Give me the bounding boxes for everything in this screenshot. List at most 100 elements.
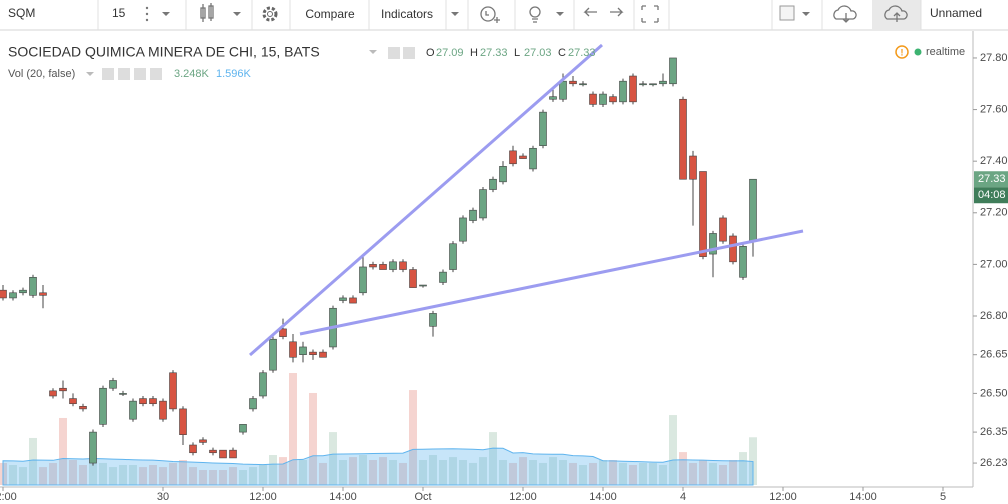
candle-body xyxy=(399,261,407,270)
volume-bar xyxy=(379,457,387,485)
countdown-badge xyxy=(974,187,1008,204)
interval-menu[interactable] xyxy=(145,6,149,22)
x-tick-label: 4 xyxy=(680,491,686,503)
legend-ohlc-value: 27.03 xyxy=(524,47,552,59)
volume-bar xyxy=(159,467,167,485)
volume-bar xyxy=(249,467,257,485)
volume-bar xyxy=(139,467,147,485)
chart-style-button[interactable] xyxy=(200,3,214,22)
legend-ohlc-key: C xyxy=(558,47,566,59)
candle-body xyxy=(189,444,197,454)
volume-bar xyxy=(519,457,527,485)
warning-mark: ! xyxy=(901,47,904,57)
legend-ohlc-key: H xyxy=(470,47,478,59)
candle-body xyxy=(349,297,357,304)
candle-body xyxy=(19,289,27,294)
volume-bar xyxy=(359,455,367,485)
volume-bar xyxy=(499,460,507,485)
volume-bar xyxy=(329,432,337,485)
candle-body xyxy=(39,292,47,296)
chart-title: SOCIEDAD QUIMICA MINERA DE CHI, 15, BATS xyxy=(8,44,320,60)
candle-body xyxy=(469,209,477,221)
legend-ohlc-value: 27.33 xyxy=(480,47,508,59)
volume-bar xyxy=(429,455,437,485)
dropdown-arrow[interactable] xyxy=(802,12,810,16)
volume-bar xyxy=(469,462,477,485)
legend-button[interactable] xyxy=(134,68,146,80)
fullscreen-button[interactable] xyxy=(641,5,659,23)
volume-bar xyxy=(389,460,397,485)
alert-button[interactable] xyxy=(480,6,500,23)
y-tick-label: 26.65 xyxy=(980,349,1008,361)
indicators-button[interactable]: Indicators xyxy=(381,7,433,21)
warning-icon[interactable] xyxy=(895,45,909,59)
candle-body xyxy=(0,289,7,299)
color-button[interactable] xyxy=(779,5,795,21)
volume-bar xyxy=(179,460,187,485)
volume-bar xyxy=(369,460,377,485)
volume-bar xyxy=(699,460,707,485)
legend-ohlc-value: 27.33 xyxy=(568,47,596,59)
x-tick-label: 14:00 xyxy=(849,491,877,503)
y-tick-label: 27.00 xyxy=(980,258,1008,270)
candle-body xyxy=(509,150,517,165)
candle-body xyxy=(599,93,607,105)
dropdown-arrow[interactable] xyxy=(162,12,170,16)
dropdown-arrow[interactable] xyxy=(451,12,459,16)
legend-button[interactable] xyxy=(118,68,130,80)
legend-button[interactable] xyxy=(403,47,415,59)
volume-bar xyxy=(59,417,67,485)
candle-body xyxy=(59,387,67,392)
volume-bar xyxy=(149,465,157,485)
volume-ma-value: 1.596K xyxy=(216,68,252,80)
volume-bar xyxy=(399,462,407,485)
volume-bar xyxy=(99,462,107,485)
y-tick-label: 26.23 xyxy=(980,457,1008,469)
candle-body xyxy=(109,380,117,389)
dropdown-arrow[interactable] xyxy=(556,12,564,16)
x-tick-label: 12:00 xyxy=(509,491,537,503)
candle-body xyxy=(179,408,187,435)
legend-button[interactable] xyxy=(102,68,114,80)
legend-button[interactable] xyxy=(388,47,400,59)
compare-button[interactable]: Compare xyxy=(305,7,355,21)
trend-line[interactable] xyxy=(299,229,804,336)
candle-body xyxy=(219,449,227,459)
symbol-input[interactable]: SQM xyxy=(8,6,35,20)
save-button[interactable] xyxy=(884,5,908,22)
trend-line[interactable] xyxy=(249,43,603,357)
legend-button[interactable] xyxy=(150,68,162,80)
drawings-button[interactable] xyxy=(529,6,541,23)
plot-area xyxy=(0,57,757,486)
layout-name[interactable]: Unnamed xyxy=(930,6,982,20)
volume-bar xyxy=(69,460,77,485)
volume-bar xyxy=(599,460,607,485)
legend-arrow[interactable] xyxy=(369,50,377,54)
candle-body xyxy=(49,390,57,397)
volume-bar xyxy=(349,457,357,485)
volume-bar xyxy=(489,432,497,485)
dropdown-arrow[interactable] xyxy=(233,12,241,16)
candle-body xyxy=(299,346,307,355)
candle-body xyxy=(249,398,257,410)
candle-body xyxy=(539,111,547,146)
volume-bar xyxy=(209,470,217,485)
redo-button[interactable] xyxy=(610,7,624,17)
candle-body xyxy=(519,155,527,159)
candle-body xyxy=(459,217,467,242)
volume-bar xyxy=(439,460,447,485)
legend-arrow[interactable] xyxy=(86,72,94,76)
candle-body xyxy=(449,243,457,270)
volume-bar xyxy=(689,462,697,485)
candle-body xyxy=(499,166,507,183)
volume-bar xyxy=(119,465,127,485)
candle-body xyxy=(719,217,727,242)
settings-button[interactable] xyxy=(262,6,278,22)
undo-button[interactable] xyxy=(583,7,597,17)
interval-button[interactable]: 15 xyxy=(112,6,126,20)
volume-bar xyxy=(419,460,427,485)
candle-body xyxy=(319,351,327,358)
load-button[interactable] xyxy=(833,5,857,23)
candle-body xyxy=(589,93,597,105)
candle-body xyxy=(709,233,717,255)
